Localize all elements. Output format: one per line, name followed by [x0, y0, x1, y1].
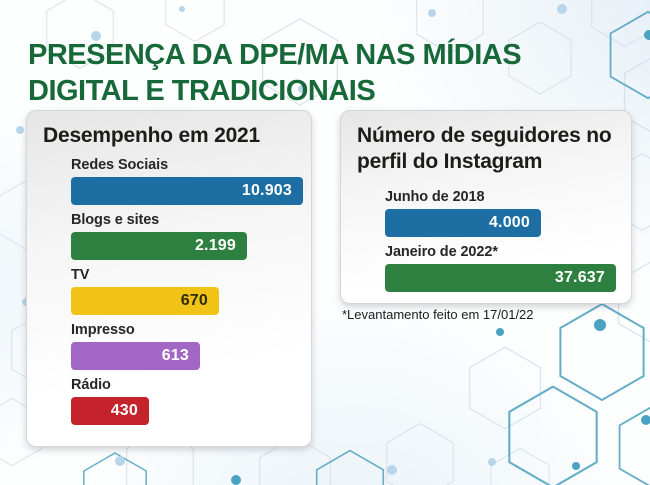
bar-chart-desempenho: Redes Sociais 10.903 Blogs e sites 2.199 TV 6…: [71, 157, 303, 425]
bar-janeiro-de-2022: 37.637: [385, 264, 616, 292]
bar-radio: 430: [71, 397, 149, 425]
bar-label-radio: Rádio: [71, 377, 111, 393]
bar-item-impresso: Impresso 613: [71, 322, 295, 370]
panel-desempenho-2021: Desempenho em 2021 Redes Sociais 10.903 Bl…: [26, 110, 312, 447]
page-title-line2: DIGITAL E TRADICIONAIS: [28, 75, 376, 108]
bar-value-radio: 430: [110, 402, 138, 419]
bar-label-janeiro-de-2022: Janeiro de 2022*: [385, 244, 498, 260]
bar-label-junho-de-2018: Junho de 2018: [385, 189, 485, 205]
bar-blogs-e-sites: 2.199: [71, 232, 247, 260]
bar-label-impresso: Impresso: [71, 322, 135, 338]
bar-value-tv: 670: [180, 292, 208, 309]
bar-value-impresso: 613: [161, 347, 189, 364]
bar-tv: 670: [71, 287, 219, 315]
panel-instagram-title-line1: Número de seguidores no: [357, 124, 612, 147]
panel-instagram-title: Número de seguidores no perfil do Instag…: [357, 123, 615, 175]
page-title-line1: PRESENÇA DA DPE/MA NAS MÍDIAS: [28, 39, 522, 72]
panel-instagram-seguidores: Número de seguidores no perfil do Instag…: [340, 110, 632, 304]
bar-item-janeiro-de-2022: Janeiro de 2022* 37.637: [385, 244, 616, 292]
bar-label-redes-sociais: Redes Sociais: [71, 157, 169, 173]
panel-instagram-title-line2: perfil do Instagram: [357, 150, 543, 173]
bar-chart-instagram: Junho de 2018 4.000 Janeiro de 2022* 37.637: [385, 189, 616, 292]
bar-item-junho-de-2018: Junho de 2018 4.000: [385, 189, 615, 237]
page-title: PRESENÇA DA DPE/MA NAS MÍDIAS DIGITAL E …: [28, 37, 522, 109]
bar-value-redes-sociais: 10.903: [241, 182, 292, 199]
bar-item-radio: Rádio 430: [71, 377, 295, 425]
bar-label-tv: TV: [71, 267, 90, 283]
bar-label-blogs-e-sites: Blogs e sites: [71, 212, 160, 228]
bar-redes-sociais: 10.903: [71, 177, 303, 205]
bar-item-redes-sociais: Redes Sociais 10.903: [71, 157, 303, 205]
bar-junho-de-2018: 4.000: [385, 209, 541, 237]
bar-value-janeiro-de-2022: 37.637: [554, 269, 605, 286]
bar-item-tv: TV 670: [71, 267, 295, 315]
bar-impresso: 613: [71, 342, 200, 370]
bar-value-blogs-e-sites: 2.199: [194, 237, 236, 254]
bar-item-blogs-e-sites: Blogs e sites 2.199: [71, 212, 295, 260]
bar-value-junho-de-2018: 4.000: [488, 214, 530, 231]
footnote: *Levantamento feito em 17/01/22: [342, 307, 534, 322]
panel-desempenho-title: Desempenho em 2021: [43, 124, 261, 147]
